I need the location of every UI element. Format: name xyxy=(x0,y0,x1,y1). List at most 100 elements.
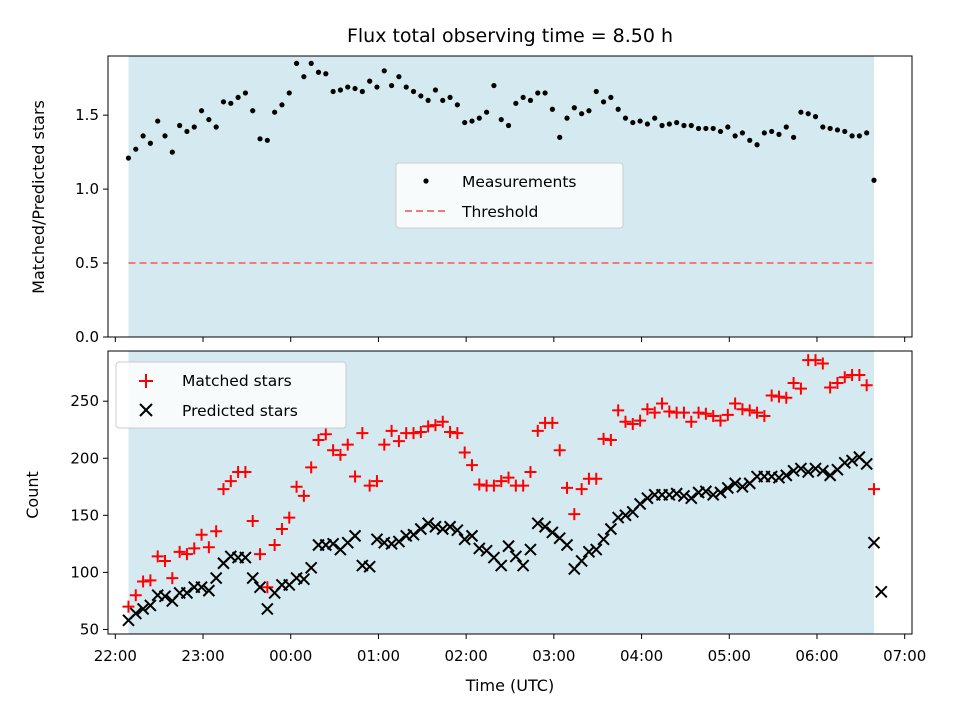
measurement-point xyxy=(864,130,870,136)
measurement-point xyxy=(315,69,322,75)
measurement-point xyxy=(337,87,344,93)
predicted-star-point xyxy=(875,585,888,598)
matched-star-point xyxy=(458,446,471,459)
matched-star-point xyxy=(341,438,354,451)
legend-predicted-label: Predicted stars xyxy=(182,402,298,420)
predicted-star-point xyxy=(473,542,486,555)
matched-star-point xyxy=(473,478,486,491)
matched-star-point xyxy=(312,434,325,447)
measurement-point xyxy=(250,108,256,114)
matched-star-point xyxy=(188,542,201,555)
matched-star-point xyxy=(487,479,500,492)
measurement-point xyxy=(177,122,183,129)
measurement-point xyxy=(827,125,833,132)
measurement-point xyxy=(447,94,453,101)
matched-star-point xyxy=(159,554,172,567)
measurement-point xyxy=(513,100,519,106)
measurement-point xyxy=(505,122,512,129)
matched-star-point xyxy=(648,406,661,419)
x-tick-label: 06:00 xyxy=(795,647,838,665)
predicted-star-point xyxy=(575,554,588,568)
predicted-star-point xyxy=(531,517,544,530)
measurement-point xyxy=(805,111,811,117)
measurement-point xyxy=(761,130,767,136)
measurement-point xyxy=(330,88,336,95)
matched-star-point xyxy=(327,444,340,457)
legend-threshold-label: Threshold xyxy=(461,203,538,221)
measurement-point xyxy=(425,97,431,103)
predicted-star-point xyxy=(516,559,530,572)
x-axis-label: Time (UTC) xyxy=(465,676,554,695)
predicted-star-point xyxy=(721,481,735,495)
predicted-star-point xyxy=(597,533,610,546)
matched-star-point xyxy=(553,444,566,457)
measurement-point xyxy=(206,116,212,123)
measurement-point xyxy=(717,128,724,135)
measurement-point xyxy=(491,82,497,89)
predicted-star-point xyxy=(429,520,442,533)
matched-star-point xyxy=(319,428,332,441)
measurement-point xyxy=(820,124,826,130)
matched-star-point xyxy=(517,479,530,492)
predicted-star-point xyxy=(641,491,654,505)
matched-star-point xyxy=(699,407,712,420)
measurement-point xyxy=(812,114,819,120)
matched-star-point xyxy=(334,448,347,461)
predicted-star-point xyxy=(677,489,691,503)
matched-star-point xyxy=(561,481,574,494)
measurement-point xyxy=(637,118,643,124)
matched-star-point xyxy=(290,480,303,493)
top-y-tick-label: 1.0 xyxy=(75,180,99,198)
predicted-star-point xyxy=(180,586,194,600)
matched-star-point xyxy=(436,415,449,428)
predicted-star-point xyxy=(860,457,873,471)
measurement-point xyxy=(776,131,782,137)
matched-star-point xyxy=(261,581,274,594)
measurement-point xyxy=(871,177,877,183)
matched-star-point xyxy=(531,424,544,437)
measurement-point xyxy=(652,115,658,121)
predicted-star-point xyxy=(809,462,822,475)
predicted-star-point xyxy=(816,464,830,478)
predicted-star-point xyxy=(253,581,267,594)
matched-star-point xyxy=(195,528,208,541)
measurement-point xyxy=(162,133,168,139)
predicted-star-point xyxy=(304,561,318,575)
predicted-star-point xyxy=(209,571,223,585)
measurement-point xyxy=(688,122,694,129)
top-panel: Flux total observing time = 8.50 h 0.0 0.… xyxy=(29,25,913,346)
matched-star-point xyxy=(751,406,764,419)
bottom-y-tick-label: 250 xyxy=(70,392,99,410)
predicted-star-point xyxy=(728,477,742,490)
predicted-star-point xyxy=(136,602,150,616)
matched-star-point xyxy=(122,600,135,613)
predicted-star-point xyxy=(633,497,647,511)
matched-star-point xyxy=(254,548,267,561)
measurement-point xyxy=(739,130,746,136)
measurement-point xyxy=(564,115,570,121)
measurement-point xyxy=(659,122,665,129)
measurement-point xyxy=(615,106,621,112)
matched-star-point xyxy=(590,472,603,485)
measurement-point xyxy=(454,102,460,108)
predicted-star-point xyxy=(392,535,406,548)
predicted-star-point xyxy=(348,529,362,543)
top-axes-frame xyxy=(107,55,913,338)
measurement-point xyxy=(695,125,702,132)
predicted-star-point xyxy=(202,584,216,597)
predicted-star-point xyxy=(772,471,786,484)
measurement-point xyxy=(147,140,153,146)
matched-star-point xyxy=(385,424,398,437)
measurement-point xyxy=(527,97,534,103)
matched-star-point xyxy=(729,397,742,410)
matched-star-point xyxy=(305,461,318,474)
predicted-star-point xyxy=(261,602,274,616)
measurement-point xyxy=(549,106,555,112)
matched-star-point xyxy=(414,426,427,439)
x-tick-label: 03:00 xyxy=(532,647,575,665)
measurement-point xyxy=(140,133,146,139)
x-tick-label: 04:00 xyxy=(620,647,663,665)
matched-star-point xyxy=(677,406,690,419)
matched-star-point xyxy=(860,379,873,392)
predicted-star-point xyxy=(794,462,808,475)
